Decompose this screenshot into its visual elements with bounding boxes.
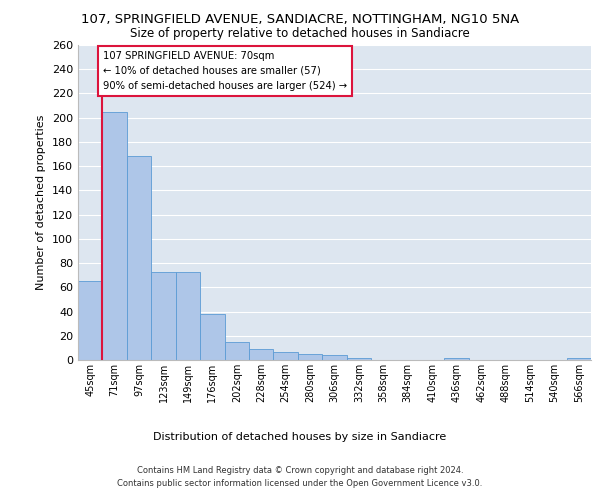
Bar <box>445 358 469 360</box>
Bar <box>200 314 224 360</box>
Bar <box>347 358 371 360</box>
Bar <box>322 355 347 360</box>
Bar <box>176 272 200 360</box>
Bar <box>566 358 591 360</box>
Bar <box>249 349 274 360</box>
Text: 107, SPRINGFIELD AVENUE, SANDIACRE, NOTTINGHAM, NG10 5NA: 107, SPRINGFIELD AVENUE, SANDIACRE, NOTT… <box>81 12 519 26</box>
Text: 107 SPRINGFIELD AVENUE: 70sqm
← 10% of detached houses are smaller (57)
90% of s: 107 SPRINGFIELD AVENUE: 70sqm ← 10% of d… <box>103 51 347 90</box>
Bar <box>78 281 103 360</box>
Text: Distribution of detached houses by size in Sandiacre: Distribution of detached houses by size … <box>154 432 446 442</box>
Y-axis label: Number of detached properties: Number of detached properties <box>37 115 46 290</box>
Text: Contains HM Land Registry data © Crown copyright and database right 2024.
Contai: Contains HM Land Registry data © Crown c… <box>118 466 482 487</box>
Bar <box>127 156 151 360</box>
Bar <box>103 112 127 360</box>
Bar <box>224 342 249 360</box>
Bar <box>274 352 298 360</box>
Bar <box>298 354 322 360</box>
Text: Size of property relative to detached houses in Sandiacre: Size of property relative to detached ho… <box>130 28 470 40</box>
Bar <box>151 272 176 360</box>
